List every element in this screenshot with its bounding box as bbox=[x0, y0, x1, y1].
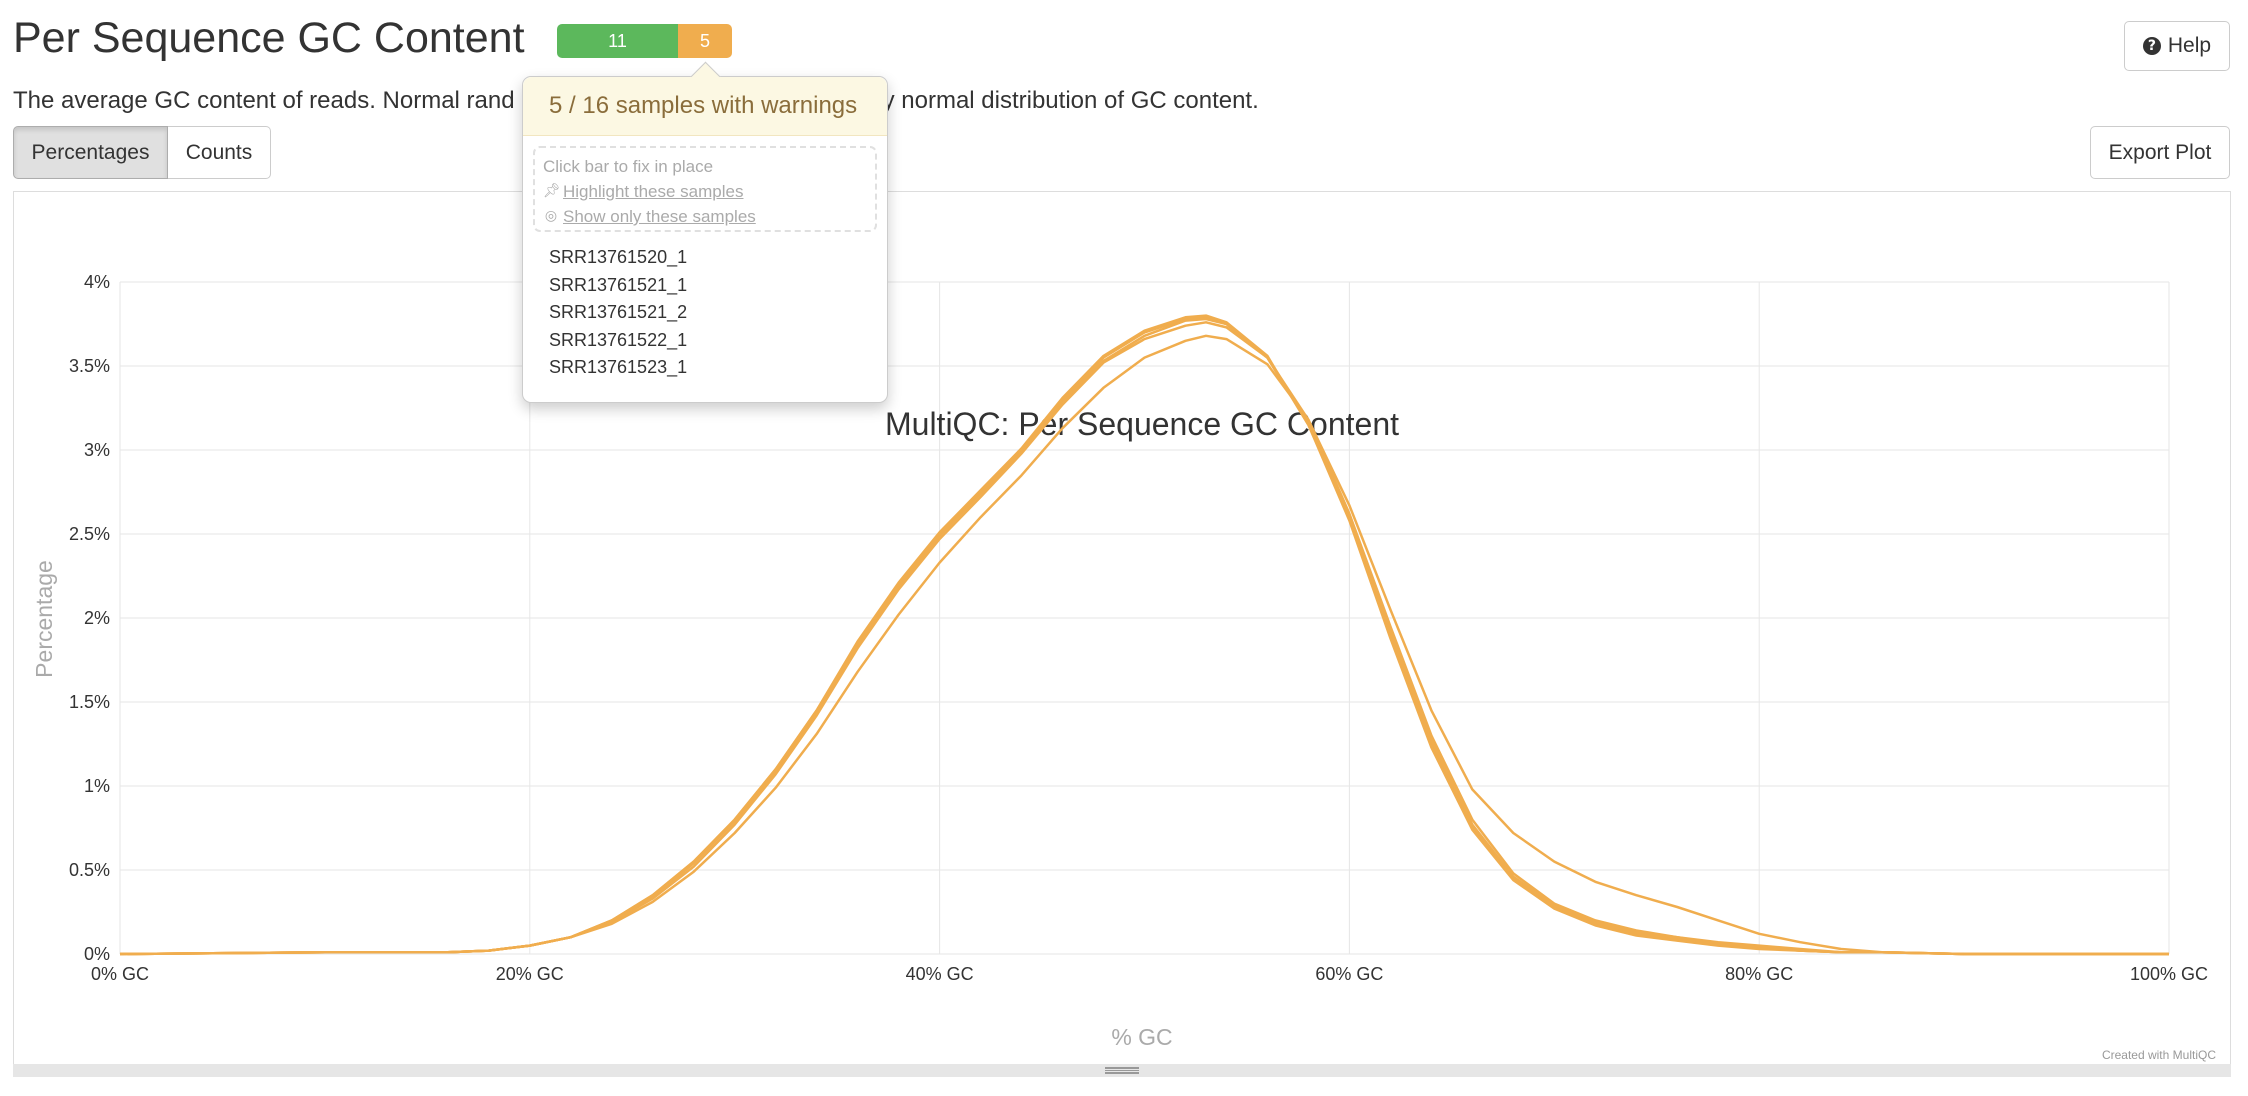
description-text-tail: y normal distribution of GC content. bbox=[882, 87, 1259, 114]
series-line-3[interactable] bbox=[119, 334, 2169, 956]
show-only-samples-link[interactable]: ◎ Show only these samples bbox=[543, 204, 867, 229]
y-tick-label: 2% bbox=[84, 608, 110, 628]
eye-slash-icon: ◎ bbox=[544, 208, 558, 224]
counts-button[interactable]: Counts bbox=[168, 126, 271, 179]
page-title: Per Sequence GC Content bbox=[13, 14, 525, 62]
y-tick-label: 2.5% bbox=[69, 524, 110, 544]
resize-grip-icon bbox=[1105, 1067, 1139, 1074]
y-tick-label: 3% bbox=[84, 440, 110, 460]
x-tick-label: 20% GC bbox=[496, 964, 564, 984]
y-tick-label: 0% bbox=[84, 944, 110, 964]
popover-hint: Click bar to fix in place bbox=[543, 157, 714, 176]
highlight-samples-link[interactable]: 📌︎ Highlight these samples bbox=[543, 179, 867, 204]
popover-actions: Click bar to fix in place 📌︎ Highlight t… bbox=[533, 146, 877, 232]
data-view-toggle: Percentages Counts bbox=[13, 126, 271, 179]
help-button-label: Help bbox=[2167, 34, 2212, 57]
sample-item: SRR13761521_1 bbox=[549, 274, 688, 295]
x-axis-label: % GC bbox=[1111, 1024, 1172, 1050]
chart-title: MultiQC: Per Sequence GC Content bbox=[885, 406, 1399, 442]
sample-item: SRR13761521_2 bbox=[549, 302, 688, 322]
export-plot-button[interactable]: Export Plot bbox=[2090, 126, 2230, 179]
question-circle-icon: ? bbox=[2142, 37, 2161, 55]
sample-item: SRR13761523_1 bbox=[549, 357, 688, 377]
y-tick-label: 1.5% bbox=[69, 692, 110, 712]
popover-title: 5 / 16 samples with warnings bbox=[523, 77, 887, 136]
x-tick-label: 100% GC bbox=[2130, 964, 2208, 984]
series-line-5[interactable] bbox=[119, 314, 2169, 956]
x-tick-label: 40% GC bbox=[906, 964, 974, 984]
status-popover: 5 / 16 samples with warnings Click bar t… bbox=[522, 61, 888, 403]
y-tick-label: 4% bbox=[84, 272, 110, 292]
pushpin-icon: 📌︎ bbox=[543, 183, 561, 199]
gc-content-chart[interactable]: MultiQC: Per Sequence GC Content Percent… bbox=[14, 192, 2230, 1073]
highlight-samples-label: Highlight these samples bbox=[563, 182, 744, 201]
plot-credit: Created with MultiQC bbox=[2102, 1048, 2216, 1062]
section-description: The average GC content of reads. Normal … bbox=[13, 87, 1259, 115]
y-tick-label: 3.5% bbox=[69, 356, 110, 376]
x-tick-label: 80% GC bbox=[1725, 964, 1793, 984]
y-tick-label: 0.5% bbox=[69, 860, 110, 880]
x-tick-label: 0% GC bbox=[91, 964, 149, 984]
sample-item: SRR13761520_1 bbox=[549, 247, 688, 267]
percentages-button[interactable]: Percentages bbox=[13, 126, 168, 179]
plot-container[interactable]: MultiQC: Per Sequence GC Content Percent… bbox=[13, 191, 2231, 1074]
x-tick-label: 60% GC bbox=[1315, 964, 1383, 984]
help-button[interactable]: ? Help bbox=[2124, 21, 2230, 71]
warning-sample-list: SRR13761520_1 SRR13761521_1 SRR13761521_… bbox=[523, 244, 887, 382]
status-warn-segment[interactable]: 5 bbox=[678, 24, 732, 58]
show-only-samples-label: Show only these samples bbox=[563, 207, 756, 226]
plot-resize-handle[interactable] bbox=[13, 1064, 2231, 1077]
y-axis-label: Percentage bbox=[31, 560, 57, 678]
status-pass-segment[interactable]: 11 bbox=[557, 24, 678, 58]
status-progress-bar[interactable]: 11 5 bbox=[557, 24, 732, 58]
y-tick-label: 1% bbox=[84, 776, 110, 796]
description-text: The average GC content of reads. Normal … bbox=[13, 87, 515, 114]
sample-item: SRR13761522_1 bbox=[549, 329, 688, 350]
